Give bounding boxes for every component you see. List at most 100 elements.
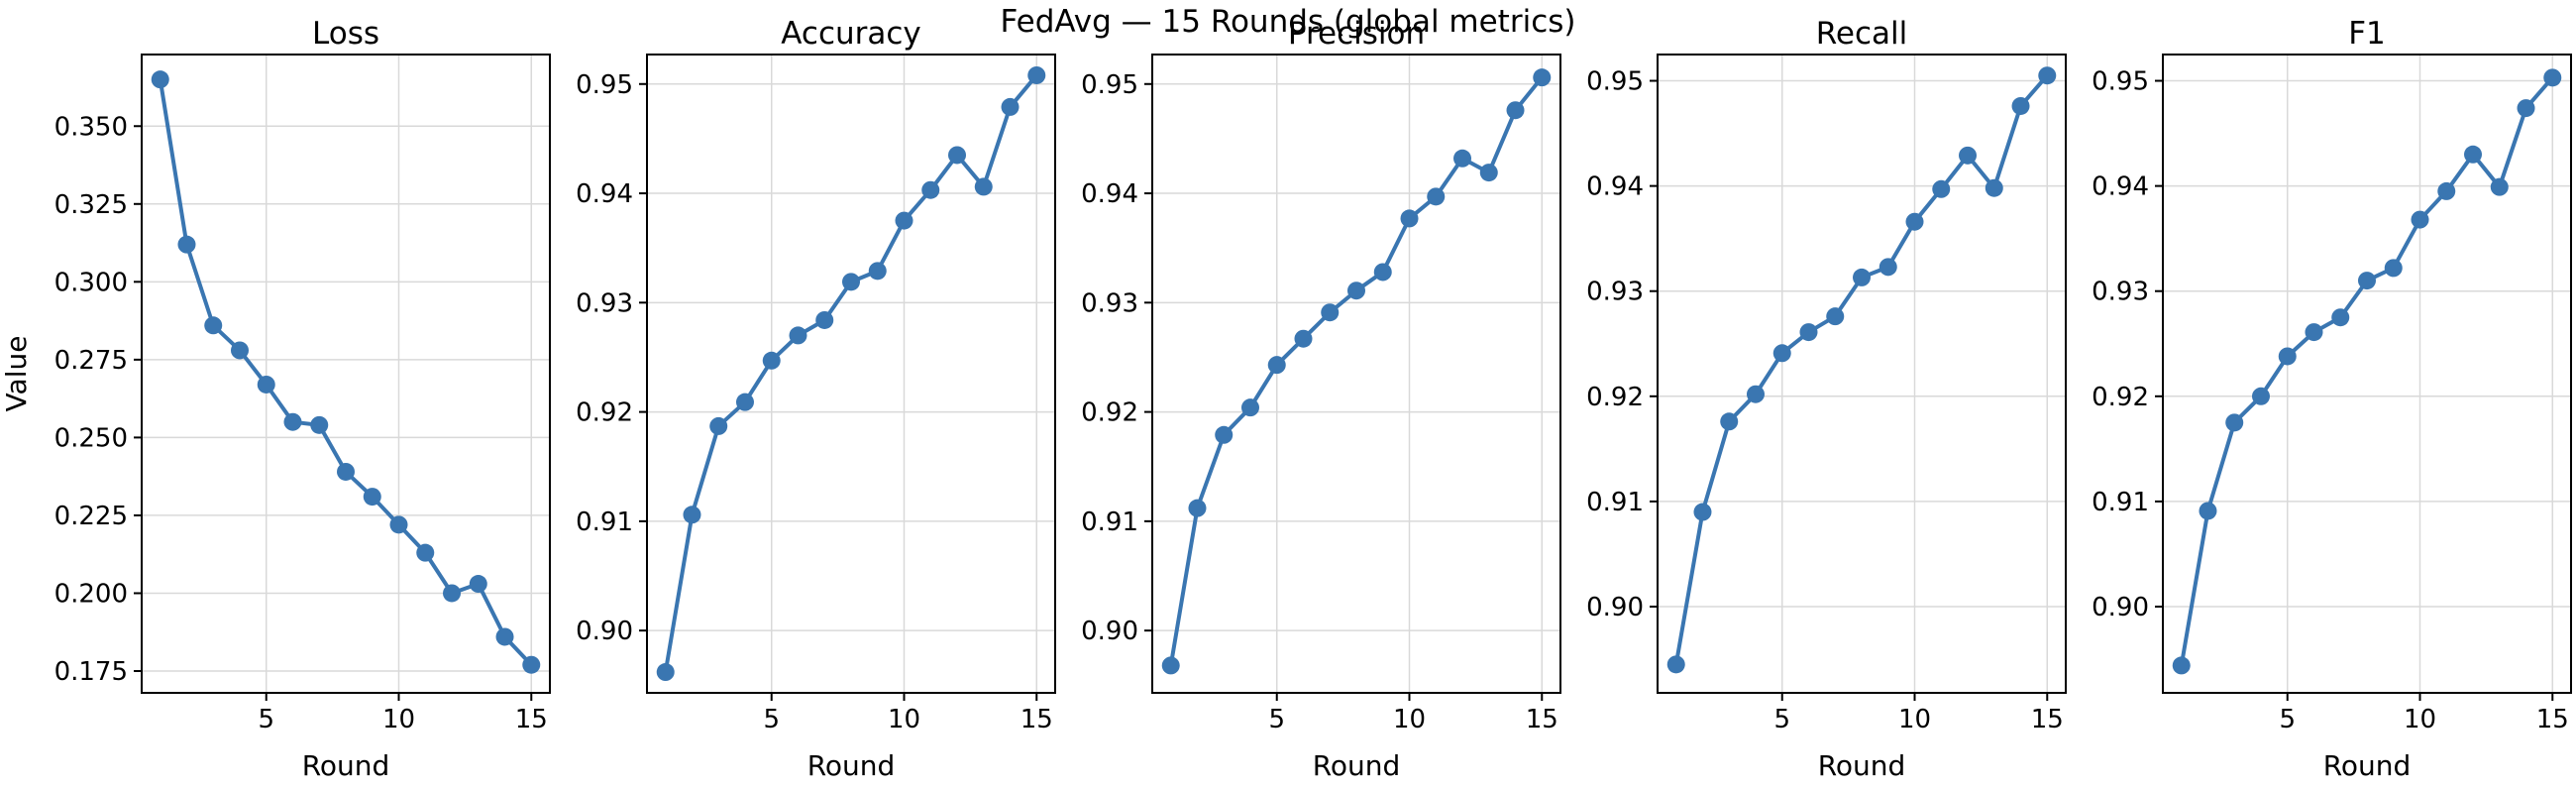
data-point [443, 584, 462, 603]
y-tick-label: 0.94 [576, 179, 633, 209]
y-tick-label: 0.350 [54, 112, 128, 142]
x-tick-label: 10 [1393, 705, 1426, 734]
data-point [310, 415, 329, 434]
y-tick-label: 0.95 [576, 70, 633, 100]
x-tick-label: 15 [2031, 705, 2064, 734]
figure-title: FedAvg — 15 Rounds (global metrics) [1001, 4, 1576, 40]
panels: 5 10 15 0.175 0.200 0.225 0.250 0.275 0.300 0.325… [0, 16, 2572, 782]
y-tick-label: 0.92 [2092, 383, 2149, 412]
data-point [735, 393, 754, 411]
data-point [2358, 272, 2376, 290]
data-point [1479, 164, 1498, 182]
data-point [2464, 145, 2483, 164]
x-tick-label: 5 [2279, 705, 2296, 734]
data-point [1453, 149, 1472, 168]
data-point [283, 412, 302, 431]
data-point [2543, 68, 2562, 87]
data-point [2225, 413, 2244, 432]
data-point [363, 488, 381, 507]
data-point [683, 506, 701, 524]
data-point [842, 273, 860, 291]
y-tick-label: 0.200 [54, 579, 128, 609]
y-axis-label: Value [0, 336, 33, 412]
axes-frame [1657, 54, 2067, 694]
x-tick-label: 15 [1526, 705, 1558, 734]
data-point [2251, 387, 2270, 405]
data-point [1720, 412, 1739, 431]
axes-frame [646, 54, 1056, 694]
data-point [2411, 210, 2429, 229]
data-point [1373, 263, 1392, 282]
data-point [868, 262, 887, 281]
y-tick-label: 0.95 [1081, 70, 1138, 100]
data-point [1240, 398, 1259, 417]
y-tick-label: 0.94 [1586, 172, 1644, 202]
data-point [1878, 258, 1897, 277]
chart-title: Accuracy [781, 16, 921, 52]
data-point [656, 663, 675, 682]
y-tick-label: 0.91 [576, 507, 633, 537]
axes-frame [1151, 54, 1561, 694]
x-tick-label: 5 [1268, 705, 1285, 734]
data-point [1215, 425, 1234, 444]
data-point [1666, 655, 1685, 674]
data-point [2278, 347, 2297, 366]
data-point [1001, 97, 1020, 116]
data-point [1188, 499, 1207, 517]
series-line [2179, 76, 2554, 666]
data-point [1027, 65, 1046, 84]
y-tick-label: 0.90 [576, 617, 633, 646]
data-point [2038, 66, 2057, 85]
data-point [337, 462, 355, 481]
data-point [1427, 187, 1446, 206]
y-tick-label: 0.91 [1586, 488, 1644, 517]
x-axis-label: Round [1818, 749, 1906, 782]
data-point [2384, 259, 2403, 278]
chart-title: Precision [1288, 16, 1425, 52]
chart-panel-f1: 5 10 15 0.90 0.91 0.92 0.93 0.94 0.95 F1 Round [2092, 16, 2572, 782]
y-tick-label: 0.93 [1586, 278, 1644, 307]
chart-panel-precision: 5 10 15 0.90 0.91 0.92 0.93 0.94 0.95 Precision Ro… [1081, 16, 1561, 782]
x-tick-label: 5 [763, 705, 780, 734]
chart-panel-recall: 5 10 15 0.90 0.91 0.92 0.93 0.94 0.95 Recall Round [1586, 16, 2067, 782]
x-axis-label: Round [2323, 749, 2412, 782]
data-point [1347, 282, 1365, 300]
data-point [1853, 268, 1871, 286]
y-tick-label: 0.94 [2092, 172, 2149, 202]
data-point [1533, 68, 1552, 87]
series-line [663, 73, 1038, 673]
y-tick-label: 0.92 [576, 398, 633, 428]
data-point [1826, 307, 1845, 326]
axes-frame [141, 54, 551, 694]
y-tick-label: 0.250 [54, 423, 128, 453]
y-tick-label: 0.95 [1586, 67, 1644, 97]
data-point [2437, 181, 2456, 200]
y-tick-label: 0.94 [1081, 179, 1138, 209]
data-point [177, 235, 196, 254]
x-tick-label: 10 [1898, 705, 1931, 734]
data-point [895, 211, 913, 230]
y-tick-label: 0.91 [2092, 488, 2149, 517]
x-tick-label: 10 [2404, 705, 2436, 734]
data-point [151, 70, 169, 89]
data-point [389, 515, 408, 534]
chart-title: F1 [2348, 16, 2386, 52]
data-point [2172, 656, 2191, 675]
y-tick-label: 0.225 [54, 502, 128, 531]
y-tick-label: 0.92 [1586, 383, 1644, 412]
y-tick-label: 0.90 [1586, 593, 1644, 622]
data-point [789, 326, 807, 345]
data-point [1294, 329, 1313, 348]
y-tick-label: 0.93 [2092, 278, 2149, 307]
data-point [974, 177, 993, 196]
chart-panel-accuracy: 5 10 15 0.90 0.91 0.92 0.93 0.94 0.95 Accuracy Rou… [576, 16, 1056, 782]
chart-title: Recall [1816, 16, 1908, 52]
y-tick-label: 0.275 [54, 346, 128, 376]
data-point [1400, 209, 1419, 228]
series-line [1673, 73, 2049, 665]
x-tick-label: 15 [515, 705, 548, 734]
y-tick-label: 0.95 [2092, 67, 2149, 97]
x-tick-label: 15 [1020, 705, 1053, 734]
chart-panel-loss: 5 10 15 0.175 0.200 0.225 0.250 0.275 0.300 0.325… [0, 16, 551, 782]
data-point [230, 341, 249, 360]
